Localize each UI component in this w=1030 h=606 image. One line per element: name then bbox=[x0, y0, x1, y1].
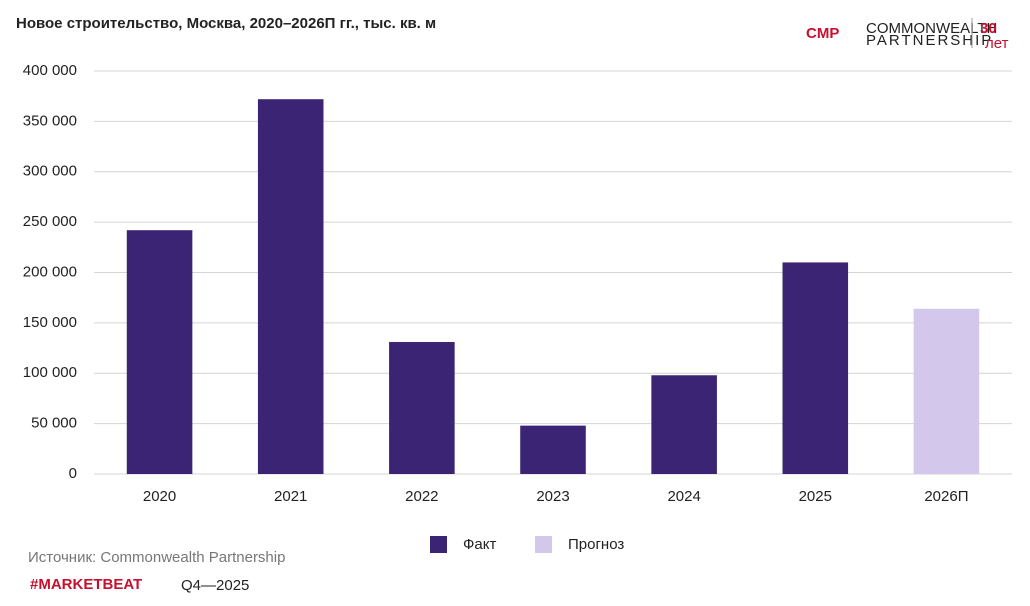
logo-name: COMMONWEALTH bbox=[866, 20, 997, 37]
legend-swatch bbox=[535, 536, 552, 553]
logo-years: 30 bbox=[980, 20, 997, 37]
y-tick-label: 250 000 bbox=[23, 213, 77, 230]
legend-label: Прогноз bbox=[568, 536, 624, 553]
bar bbox=[913, 308, 980, 474]
bar bbox=[651, 375, 717, 474]
logo-name: PARTNERSHIP bbox=[866, 32, 993, 49]
y-tick-label: 300 000 bbox=[23, 163, 77, 180]
x-tick-label: 2025 bbox=[799, 488, 832, 505]
period: Q4—2025 bbox=[181, 577, 249, 594]
legend-swatch bbox=[430, 536, 447, 553]
y-tick-label: 100 000 bbox=[23, 364, 77, 381]
bar bbox=[389, 342, 455, 474]
y-tick-label: 200 000 bbox=[23, 263, 77, 280]
x-tick-label: 2026П bbox=[924, 488, 968, 505]
x-tick-label: 2022 bbox=[405, 488, 438, 505]
source: Источник: Commonwealth Partnership bbox=[28, 549, 285, 566]
y-tick-label: 50 000 bbox=[31, 415, 77, 432]
x-tick-label: 2023 bbox=[536, 488, 569, 505]
x-tick-label: 2020 bbox=[143, 488, 176, 505]
legend-label: Факт bbox=[463, 536, 496, 553]
y-tick-label: 150 000 bbox=[23, 314, 77, 331]
y-tick-label: 400 000 bbox=[23, 62, 77, 79]
x-tick-label: 2021 bbox=[274, 488, 307, 505]
logo: CMP COMMONWEALTH PARTNERSHIP 30 лет bbox=[806, 18, 1009, 52]
logo-years-label: лет bbox=[985, 35, 1009, 52]
y-tick-label: 0 bbox=[69, 465, 77, 482]
bar bbox=[520, 425, 586, 474]
bar bbox=[782, 262, 849, 474]
bar bbox=[257, 99, 324, 475]
y-tick-label: 350 000 bbox=[23, 112, 77, 129]
x-tick-label: 2024 bbox=[667, 488, 700, 505]
bar bbox=[126, 230, 193, 474]
logo-mark: CMP bbox=[806, 25, 839, 42]
brand: #MARKETBEAT bbox=[30, 576, 142, 593]
chart-title: Новое строительство, Москва, 2020–2026П … bbox=[16, 15, 436, 32]
